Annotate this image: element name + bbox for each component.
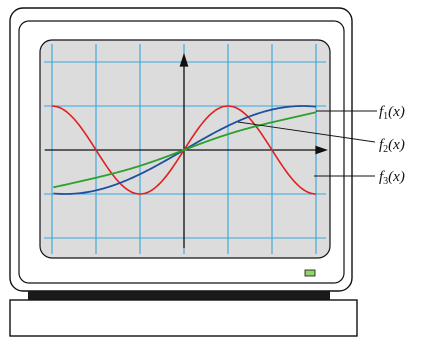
monitor-base-top: [28, 291, 330, 300]
y-axis-arrow: [179, 52, 189, 67]
leader-f2: [237, 121, 376, 143]
power-led: [304, 269, 316, 277]
monitor-base-shelf: [9, 299, 358, 337]
x-axis-arrow: [315, 145, 328, 155]
label-f3: f3(x): [379, 169, 405, 187]
label-f1: f1(x): [379, 104, 405, 122]
label-f2: f2(x): [379, 137, 405, 155]
curve-f1: [53, 111, 317, 189]
label-leader-lines: [237, 110, 377, 177]
